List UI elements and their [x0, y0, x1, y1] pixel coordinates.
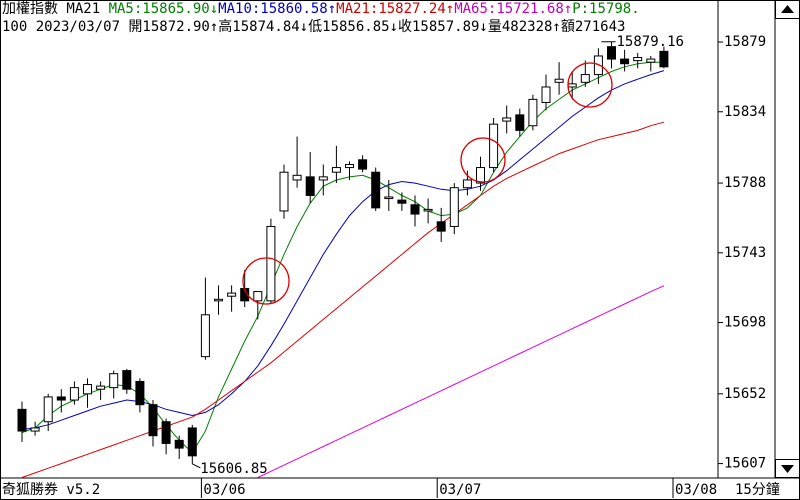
candle-body [17, 408, 27, 432]
candle-body [69, 387, 79, 401]
candle-body [318, 176, 328, 181]
header-segment: P:15798. [572, 1, 639, 17]
candle-body [541, 86, 551, 103]
candle-body [384, 196, 394, 200]
candle-body [462, 179, 472, 189]
candle-body [659, 50, 669, 68]
candle-body [200, 314, 210, 358]
candle-body [305, 176, 315, 196]
candle-body [554, 78, 564, 83]
y-tick-label: 15879 [724, 34, 766, 50]
y-tick-label: 15607 [724, 456, 766, 472]
candle-body [489, 123, 499, 169]
candle-body [515, 114, 525, 131]
y-tick-label: 15652 [724, 386, 766, 402]
info-line: 100 2023/03/07 開15872.90↑高15874.84↓低1585… [2, 18, 625, 35]
candle-body [345, 163, 354, 169]
candle-body [331, 167, 341, 173]
candle-body [358, 159, 368, 170]
candle-body [633, 57, 643, 62]
header-segment: MA10:15860.58↑ [218, 1, 336, 17]
annotation: 15606.85 [200, 461, 267, 477]
candle-body [122, 370, 132, 390]
candle-body [30, 427, 40, 432]
footer-right: 15分鐘 [735, 481, 780, 498]
x-tick-label: 03/07 [439, 482, 481, 498]
annotation-leader [192, 463, 201, 469]
candle-body [607, 46, 616, 60]
candle-body [410, 204, 420, 215]
x-tick-label: 03/06 [203, 482, 245, 498]
header-segment: 加權指數 MA21 [2, 1, 109, 17]
candle-body [371, 171, 381, 209]
candle-body [227, 292, 237, 297]
y-tick-label: 15788 [724, 175, 766, 191]
candle-body [646, 58, 656, 63]
candle-body [567, 83, 577, 88]
header-segment: MA21:15827.24↑ [336, 1, 454, 17]
ma-line [257, 285, 665, 478]
y-tick-label: 15698 [724, 315, 766, 331]
candle-body [83, 384, 92, 395]
candle-body [620, 58, 630, 65]
candle-body [56, 396, 66, 401]
y-tick-label: 15834 [724, 104, 766, 120]
header-segment: MA65:15721.68↑ [454, 1, 572, 17]
ma-line [21, 70, 665, 430]
candle-body [174, 439, 184, 449]
candle-body [292, 174, 302, 181]
candle-body [214, 298, 223, 302]
arrow-down [781, 465, 794, 473]
candle-body [502, 117, 512, 122]
header: 加權指數 MA21 MA5:15865.90↓MA10:15860.58↑MA2… [2, 1, 640, 17]
highlight-circle [460, 137, 506, 183]
candle-body [423, 208, 433, 212]
candle-body [266, 225, 276, 302]
footer-left: 奇狐勝券 v5.2 [2, 481, 100, 498]
annotation: 15879.16 [617, 34, 684, 50]
y-tick-label: 15743 [724, 245, 766, 261]
candle-body [476, 167, 485, 184]
ma-line [21, 121, 665, 478]
arrow-up [781, 5, 794, 13]
candle-body [279, 171, 289, 212]
candle-body [397, 199, 407, 204]
candle-body [436, 221, 446, 232]
candle-body [43, 396, 53, 423]
candle-body [449, 187, 459, 227]
candle-body [109, 373, 119, 389]
candle-body [96, 385, 106, 390]
candle-body [528, 98, 538, 127]
header-segment: MA5:15865.90↓ [109, 1, 219, 17]
candle-body [161, 421, 171, 444]
x-tick-label: 03/08 [675, 482, 717, 498]
candle-body [187, 427, 197, 457]
candle-body [580, 74, 590, 83]
candle-body [135, 380, 145, 406]
candle-body [148, 404, 158, 437]
candle-body [253, 291, 263, 302]
highlight-circle [567, 62, 613, 108]
highlight-circle [242, 257, 290, 305]
